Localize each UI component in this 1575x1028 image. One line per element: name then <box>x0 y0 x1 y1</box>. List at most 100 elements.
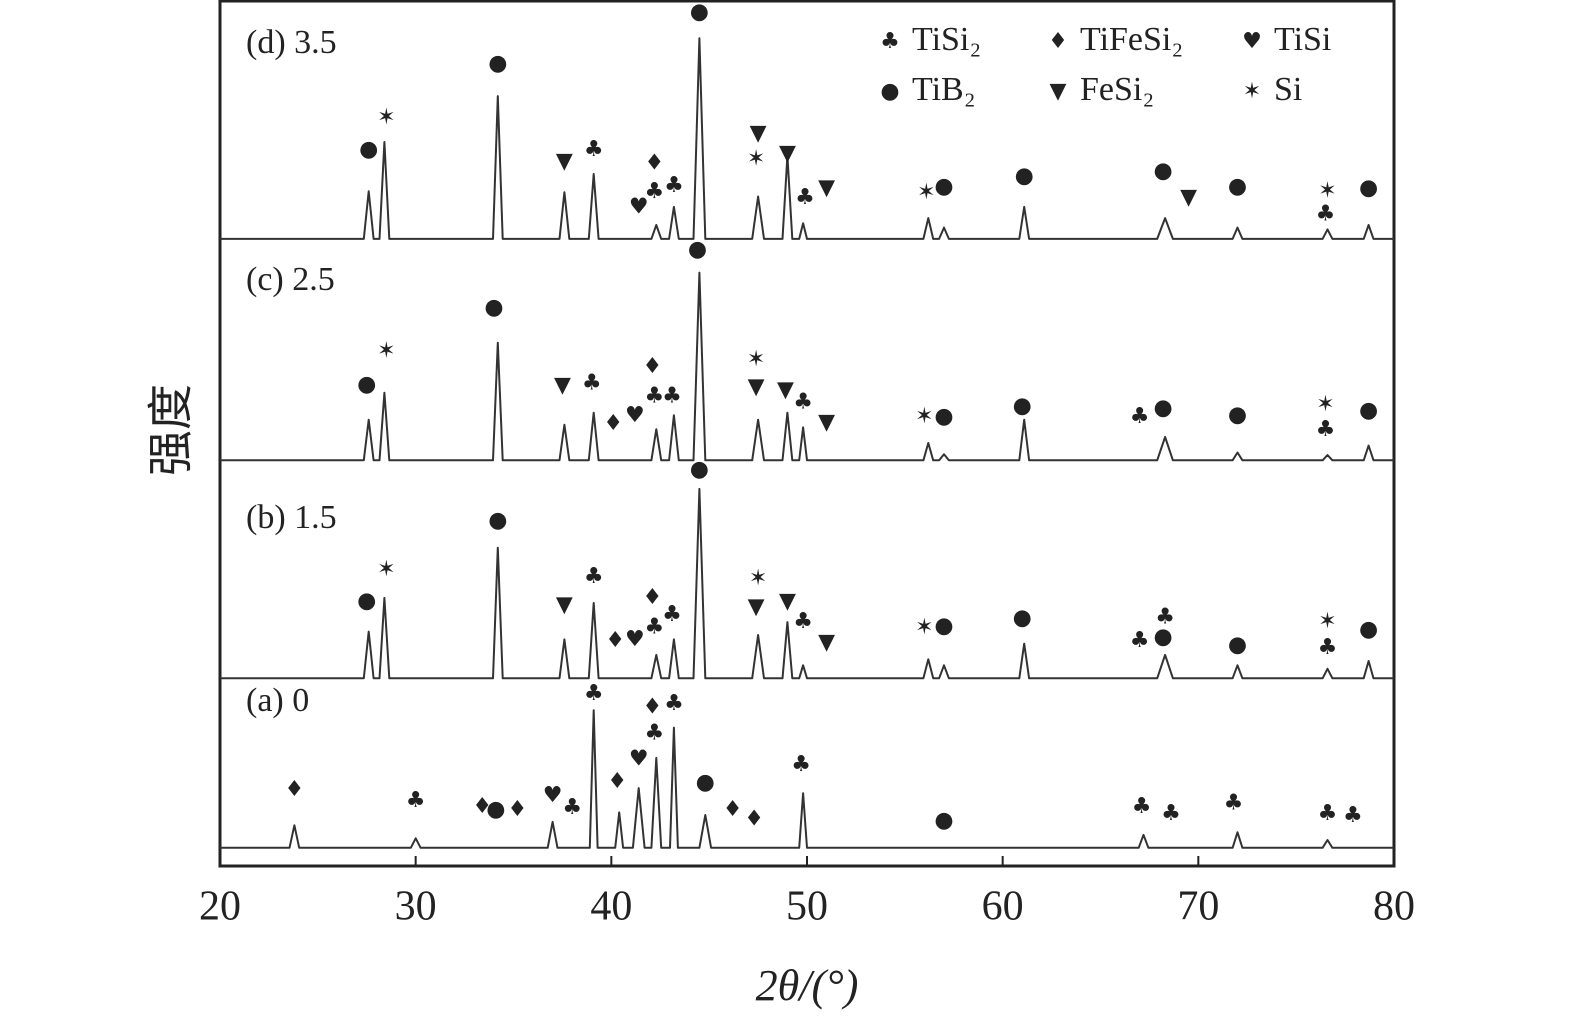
phase-marker: ♣ <box>645 614 665 639</box>
phase-marker: ♣ <box>795 185 815 210</box>
phase-marker: ♣ <box>562 795 582 820</box>
legend-label: TiFeSi₂ <box>1080 21 1183 58</box>
phase-marker: ● <box>1013 394 1032 419</box>
phase-marker: ● <box>486 797 505 822</box>
phase-marker: ♦ <box>284 777 304 802</box>
phase-marker: ♣ <box>584 564 604 589</box>
phase-marker: ♣ <box>662 602 682 627</box>
series-label: (c) 2.5 <box>246 261 335 298</box>
phase-marker: ● <box>1228 174 1247 199</box>
phase-marker: ▼ <box>750 121 767 146</box>
xrd-pattern <box>220 37 1394 240</box>
phase-marker: ▼ <box>1180 185 1197 210</box>
phase-marker: ✶ <box>915 404 933 429</box>
phase-marker: ♣ <box>1130 404 1150 429</box>
phase-marker: ▼ <box>777 377 794 402</box>
phase-marker: ♦ <box>607 769 627 794</box>
phase-marker: ● <box>690 0 709 24</box>
plot-frame <box>218 0 1396 868</box>
phase-marker: ♣ <box>1224 791 1244 816</box>
phase-marker: ● <box>488 51 507 76</box>
x-tick-label: 70 <box>1177 884 1219 930</box>
phase-marker: ▼ <box>818 630 835 655</box>
phase-marker: ♣ <box>793 609 813 634</box>
phase-marker: ▼ <box>818 410 835 435</box>
legend-symbol: ▼ <box>1050 79 1067 104</box>
phase-marker: ♣ <box>1155 605 1175 630</box>
phase-marker: ● <box>696 770 715 795</box>
phase-marker: ● <box>1013 606 1032 631</box>
phase-marker: ● <box>357 588 376 613</box>
phase-marker: ♣ <box>1343 803 1363 828</box>
phase-marker: ▼ <box>556 593 573 618</box>
phase-marker: ● <box>1154 395 1173 420</box>
phase-marker: ● <box>484 295 503 320</box>
phase-marker: ♣ <box>791 752 811 777</box>
x-tick-label: 50 <box>786 884 828 930</box>
y-axis-label: 强度 <box>146 384 197 476</box>
phase-marker: ♣ <box>645 383 665 408</box>
phase-marker: ● <box>1228 402 1247 427</box>
x-tick-label: 20 <box>199 884 241 930</box>
phase-marker: ♦ <box>605 628 625 653</box>
phase-marker: ● <box>934 174 953 199</box>
phase-marker: ▼ <box>779 589 796 614</box>
phase-marker: ✶ <box>747 347 765 372</box>
legend-label: TiSi <box>1274 21 1331 58</box>
phase-marker: ✶ <box>377 557 395 582</box>
phase-marker: ● <box>1228 632 1247 657</box>
phase-marker: ● <box>359 137 378 162</box>
x-tick-label: 60 <box>982 884 1024 930</box>
legend-label: TiB₂ <box>912 71 976 108</box>
phase-marker: ♥ <box>625 403 645 428</box>
x-tick-label: 30 <box>395 884 437 930</box>
phase-marker: ● <box>690 457 709 482</box>
phase-marker: ● <box>1359 176 1378 201</box>
phase-marker: ● <box>934 404 953 429</box>
legend-label: FeSi₂ <box>1080 71 1154 108</box>
phase-marker: ♥ <box>629 747 649 772</box>
phase-marker: ✶ <box>1316 392 1334 417</box>
phase-marker: ✶ <box>915 615 933 640</box>
phase-marker: ♦ <box>643 354 663 379</box>
phase-marker: ♣ <box>584 137 604 162</box>
legend-symbol: ♦ <box>1048 29 1068 54</box>
phase-marker: ♦ <box>643 695 663 720</box>
phase-marker: ♣ <box>1316 417 1336 442</box>
phase-marker: ♥ <box>629 195 649 220</box>
legend-symbol: ♣ <box>880 29 900 54</box>
phase-marker: ♣ <box>1132 794 1152 819</box>
phase-marker: ▼ <box>779 141 796 166</box>
phase-marker: ▼ <box>748 594 765 619</box>
phase-marker: ♥ <box>543 783 563 808</box>
phase-marker: ♦ <box>645 151 665 176</box>
phase-marker: ▼ <box>818 176 835 201</box>
phase-marker: ♣ <box>645 179 665 204</box>
phase-marker: ♣ <box>584 681 604 706</box>
phase-marker: ✶ <box>747 146 765 171</box>
phase-marker: ♣ <box>1316 202 1336 227</box>
phase-marker: ♣ <box>406 788 426 813</box>
legend-symbol: ♥ <box>1242 29 1262 54</box>
phase-marker: ▼ <box>556 149 573 174</box>
phase-marker: ♣ <box>664 173 684 198</box>
series-label: (b) 1.5 <box>246 499 337 536</box>
phase-marker: ♣ <box>662 383 682 408</box>
phase-marker: ♣ <box>1161 801 1181 826</box>
phase-marker: ♣ <box>1318 635 1338 660</box>
xrd-pattern <box>220 271 1394 462</box>
legend-symbol: ✶ <box>1243 79 1261 104</box>
xrd-pattern <box>220 487 1394 680</box>
phase-marker: ● <box>1015 164 1034 189</box>
xrd-pattern <box>220 709 1394 849</box>
phase-marker: ✶ <box>1318 178 1336 203</box>
phase-marker: ♣ <box>664 691 684 716</box>
phase-marker: ▼ <box>554 373 571 398</box>
phase-marker: ♦ <box>723 797 743 822</box>
phase-marker: ✶ <box>377 105 395 130</box>
phase-marker: ● <box>357 372 376 397</box>
phase-marker: ♦ <box>603 411 623 436</box>
phase-marker: ✶ <box>1318 609 1336 634</box>
